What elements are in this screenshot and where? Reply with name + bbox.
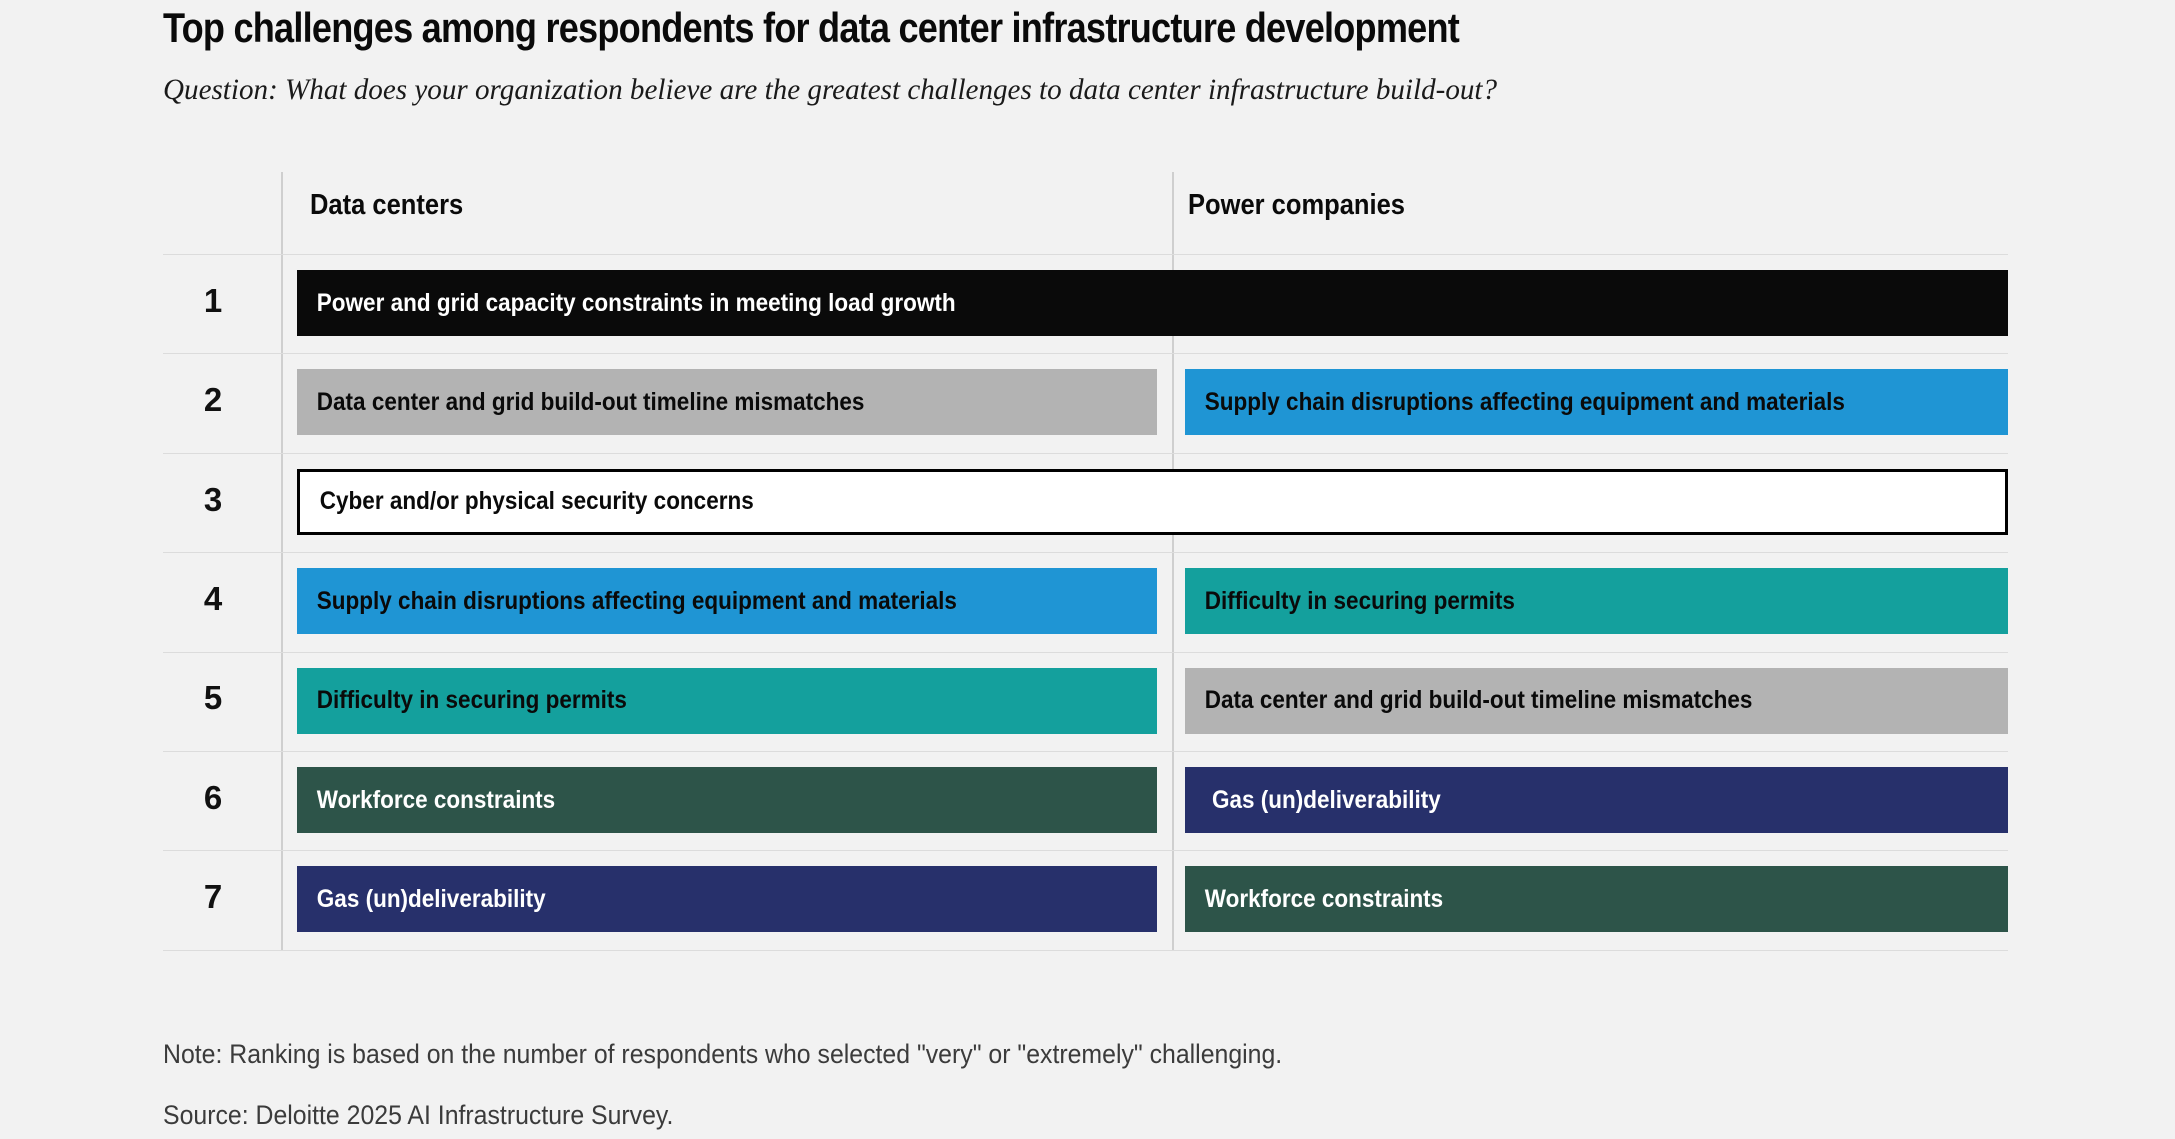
bar-label: Difficulty in securing permits	[316, 686, 627, 715]
challenge-bar-right: Workforce constraints	[1185, 866, 2008, 933]
column-divider-center	[1172, 172, 1174, 950]
rank-number: 2	[203, 381, 223, 419]
bar-label: Difficulty in securing permits	[1204, 586, 1515, 615]
row-separator	[163, 552, 2008, 554]
challenge-bar-left: Supply chain disruptions affecting equip…	[297, 568, 1157, 635]
page-title: Top challenges among respondents for dat…	[163, 4, 1460, 51]
bar-label: Workforce constraints	[1204, 884, 1444, 913]
column-header-data-centers: Data centers	[310, 189, 464, 221]
chart-subtitle: Question: What does your organization be…	[163, 73, 1498, 106]
rank-number: 7	[203, 878, 223, 916]
row-separator	[163, 353, 2008, 355]
challenge-bar-right: Gas (un)deliverability	[1185, 767, 2008, 833]
table-bottom-border	[163, 949, 2008, 951]
row-separator	[163, 651, 2008, 653]
bar-label: Data center and grid build-out timeline …	[1204, 686, 1753, 715]
footnote-source: Source: Deloitte 2025 AI Infrastructure …	[163, 1100, 674, 1130]
rank-number: 1	[203, 281, 223, 319]
challenge-bar-left: Gas (un)deliverability	[297, 866, 1157, 933]
rank-number: 3	[203, 480, 223, 518]
column-header-power-companies: Power companies	[1188, 189, 1406, 221]
bar-label: Supply chain disruptions affecting equip…	[316, 586, 957, 615]
challenge-bar-right: Supply chain disruptions affecting equip…	[1185, 369, 2008, 436]
row-separator	[163, 452, 2008, 454]
bar-label: Cyber and/or physical security concerns	[319, 487, 754, 516]
challenge-bar-right: Difficulty in securing permits	[1185, 568, 2008, 635]
challenge-bar-left: Difficulty in securing permits	[297, 667, 1157, 734]
rank-number: 5	[203, 679, 223, 717]
column-divider-rank	[281, 172, 283, 950]
bar-label: Power and grid capacity constraints in m…	[316, 288, 956, 317]
rank-number: 4	[203, 579, 223, 617]
challenge-bar-left: Workforce constraints	[297, 767, 1157, 833]
bar-label: Gas (un)deliverability	[316, 884, 546, 913]
ranking-table: Data centers Power companies 1 Power and …	[163, 172, 2008, 951]
bar-label: Gas (un)deliverability	[1212, 785, 1441, 814]
bar-label: Data center and grid build-out timeline …	[316, 387, 865, 416]
row-separator	[163, 254, 2008, 255]
row-separator	[163, 751, 2008, 752]
challenge-bar-span: Power and grid capacity constraints in m…	[297, 270, 2008, 336]
challenge-bar-right: Data center and grid build-out timeline …	[1185, 667, 2008, 734]
challenge-bar-left: Data center and grid build-out timeline …	[297, 369, 1157, 436]
footnote-note: Note: Ranking is based on the number of …	[163, 1039, 1283, 1069]
row-separator	[163, 850, 2008, 852]
bar-label: Workforce constraints	[316, 785, 556, 814]
challenge-bar-span: Cyber and/or physical security concerns	[297, 468, 2008, 535]
bar-label: Supply chain disruptions affecting equip…	[1204, 387, 1845, 416]
column-header-row: Data centers Power companies	[163, 172, 2008, 254]
rank-number: 6	[203, 778, 223, 816]
